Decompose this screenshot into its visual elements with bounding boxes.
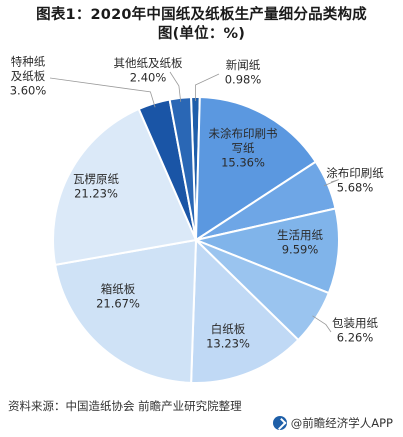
chart-title: 图表1：2020年中国纸及纸板生产量细分品类构成 图(单位：%) xyxy=(0,6,403,44)
pie-slice xyxy=(194,96,318,242)
slice-label: 箱纸板 21.67% xyxy=(96,282,140,311)
source-note: 资料来源：中国造纸协会 前瞻产业研究院整理 xyxy=(8,399,242,413)
leader-line xyxy=(49,77,156,108)
brand-watermark: @前瞻经济学人APP xyxy=(272,415,393,431)
leader-lines xyxy=(49,71,339,333)
slice-label: 特种纸及纸板 3.60% xyxy=(10,55,47,98)
pie-slices xyxy=(52,96,340,384)
slice-labels: 新闻纸 0.98% 未涂布印刷书写纸 15.36% 涂布印刷纸 5.68% 生活用纸 9.59… xyxy=(10,55,385,351)
pie-slice xyxy=(52,107,198,267)
pie-slice xyxy=(54,238,198,384)
slice-label: 白纸板 13.23% xyxy=(206,322,250,351)
brand-logo-icon xyxy=(272,416,287,430)
pie-slice xyxy=(190,237,300,384)
brand-text: @前瞻经济学人APP xyxy=(290,416,393,430)
slice-label: 其他纸及纸板 2.40% xyxy=(114,56,183,85)
slice-label: 瓦楞原纸 21.23% xyxy=(73,172,119,201)
slice-label: 包装用纸 6.26% xyxy=(332,316,378,345)
leader-line xyxy=(323,179,339,187)
slice-label: 新闻纸 0.98% xyxy=(225,58,262,87)
pie-slice xyxy=(192,207,340,295)
slice-label: 涂布印刷纸 5.68% xyxy=(326,166,384,195)
slice-label: 未涂布印刷书写纸 15.36% xyxy=(209,127,278,170)
chart-title-line-1: 图表1：2020年中国纸及纸板生产量细分品类构成 xyxy=(36,7,367,23)
leader-line xyxy=(312,315,332,333)
chart-title-line-2: 图(单位：%) xyxy=(157,26,246,42)
leader-line xyxy=(194,73,220,101)
slice-label: 生活用纸 9.59% xyxy=(277,228,323,256)
leader-line xyxy=(169,71,182,102)
